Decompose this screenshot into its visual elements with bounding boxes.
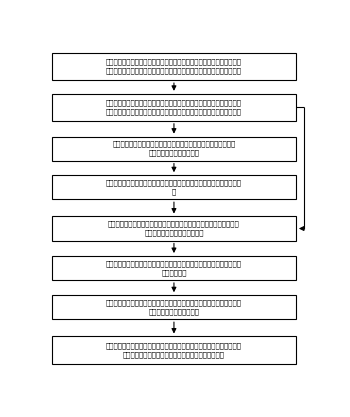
Text: 通过改变开挖方式、开挖时间及施工间隙这几个工程因素的参数，建立
多组不同工况下的有限元模型。: 通过改变开挖方式、开挖时间及施工间隙这几个工程因素的参数，建立 多组不同工况下的… bbox=[108, 221, 240, 236]
FancyBboxPatch shape bbox=[52, 94, 296, 121]
FancyBboxPatch shape bbox=[52, 256, 296, 280]
Text: 得到围护结构水平位移、支撑轴力及地面沉降的变化规律，为工程质量控
制: 得到围护结构水平位移、支撑轴力及地面沉降的变化规律，为工程质量控 制 bbox=[106, 179, 242, 195]
Text: 对各种不同工况下围护结构水平位移、支撑轴力及地面沉降的变化情况进
行比较分析。: 对各种不同工况下围护结构水平位移、支撑轴力及地面沉降的变化情况进 行比较分析。 bbox=[106, 260, 242, 276]
FancyBboxPatch shape bbox=[52, 175, 296, 199]
Text: 根据基坑勘察报告和基坑开挖方案，通过软土体三轴蠕变实验获取软土体
的蠕变参数，选取合适的模型尺寸，确定围护结构、土体及支撑的材料参: 根据基坑勘察报告和基坑开挖方案，通过软土体三轴蠕变实验获取软土体 的蠕变参数，选… bbox=[106, 59, 242, 75]
FancyBboxPatch shape bbox=[52, 53, 296, 80]
Text: 对基坑开挖前后围护结构水平位移、支撑轴力及基坑外侧地面沉降
的变化情况进行比较分析。: 对基坑开挖前后围护结构水平位移、支撑轴力及基坑外侧地面沉降 的变化情况进行比较分… bbox=[112, 141, 236, 156]
FancyBboxPatch shape bbox=[52, 137, 296, 161]
FancyBboxPatch shape bbox=[52, 216, 296, 241]
Text: 建立基坑开挖的有限元模型，在基坑四周建立三维无限元模拟半无限域。
采用场支量控制法和单元生死控制法对深基坑围护结构施工、土方开挖及: 建立基坑开挖的有限元模型，在基坑四周建立三维无限元模拟半无限域。 采用场支量控制… bbox=[106, 100, 242, 115]
Text: 根据具体的深基坑施工方案，建立考虑优化的施工参数的有限元模型，通
过与工程实例的比较，验证本数值模拟方法的可行性。: 根据具体的深基坑施工方案，建立考虑优化的施工参数的有限元模型，通 过与工程实例的… bbox=[106, 342, 242, 358]
FancyBboxPatch shape bbox=[52, 337, 296, 364]
Text: 得到各种工程因素在深基坑开挖过程中对围护结构水平位移、支撑轴力及
地面沉降的影响作用规律。: 得到各种工程因素在深基坑开挖过程中对围护结构水平位移、支撑轴力及 地面沉降的影响… bbox=[106, 299, 242, 315]
FancyBboxPatch shape bbox=[52, 295, 296, 319]
